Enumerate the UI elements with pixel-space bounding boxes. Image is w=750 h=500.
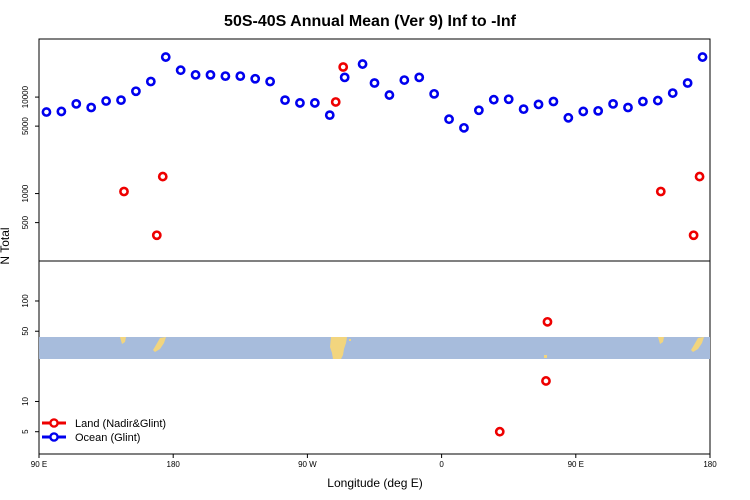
- upper-point-ocean-glint: [503, 94, 514, 105]
- map-land-new-zealand-south: [153, 337, 166, 352]
- upper-point-ocean-glint: [459, 122, 469, 133]
- upper-point-ocean-glint: [339, 72, 350, 83]
- upper-point-ocean-glint: [280, 95, 290, 106]
- map-land-kerguelen: [544, 355, 547, 358]
- x-tick-label: 0: [439, 460, 444, 469]
- x-tick-label: 180: [703, 460, 717, 469]
- upper-point-ocean-glint: [652, 95, 663, 106]
- upper-point-ocean-glint: [444, 114, 454, 125]
- upper-point-ocean-glint: [429, 88, 440, 99]
- x-axis-label: Longitude (deg E): [327, 476, 422, 490]
- upper-point-land-nadir-glint: [330, 97, 341, 107]
- lower-point-land-nadir-glint: [542, 316, 553, 327]
- upper-point-ocean-glint: [399, 75, 410, 85]
- x-tick-label: 90 E: [568, 460, 584, 469]
- lower-point-land-nadir-glint: [494, 426, 505, 437]
- chart-title: 50S-40S Annual Mean (Ver 9) Inf to -Inf: [224, 13, 517, 30]
- upper-point-land-nadir-glint: [157, 171, 168, 182]
- lower-y-axis-ticks: 5 10 50 100: [21, 294, 39, 434]
- upper-point-ocean-glint: [71, 98, 82, 109]
- upper-point-ocean-glint: [145, 76, 156, 87]
- lower-y-tick-label: 50: [21, 326, 30, 335]
- legend-marker-ocean: [49, 432, 59, 442]
- upper-point-ocean-glint: [324, 110, 335, 121]
- legend: Land (Nadir&Glint) Ocean (Glint): [42, 418, 166, 444]
- upper-point-ocean-glint: [578, 106, 589, 117]
- upper-point-ocean-glint: [101, 96, 111, 106]
- upper-y-tick-label: 10000: [21, 85, 30, 108]
- upper-point-ocean-glint: [667, 88, 678, 98]
- upper-point-ocean-glint: [638, 96, 648, 107]
- upper-point-ocean-glint: [518, 104, 529, 115]
- map-land-tasmania: [120, 337, 126, 344]
- upper-point-ocean-glint: [190, 69, 201, 80]
- upper-point-land-nadir-glint: [119, 186, 129, 197]
- upper-point-ocean-glint: [205, 69, 216, 80]
- upper-point-ocean-glint: [250, 73, 261, 84]
- upper-point-ocean-glint: [473, 105, 484, 116]
- upper-point-ocean-glint: [131, 86, 141, 97]
- upper-point-land-nadir-glint: [655, 186, 666, 197]
- upper-point-land-nadir-glint: [694, 171, 705, 182]
- x-tick-label: 180: [167, 460, 181, 469]
- upper-point-land-nadir-glint: [688, 230, 699, 241]
- upper-point-ocean-glint: [414, 72, 425, 83]
- upper-point-ocean-glint: [295, 98, 305, 108]
- upper-point-ocean-glint: [41, 107, 52, 117]
- y-axis-label: N Total: [0, 227, 12, 264]
- upper-point-ocean-glint: [682, 78, 693, 88]
- map-strip-ocean: [39, 337, 710, 359]
- upper-point-land-nadir-glint: [151, 230, 162, 241]
- legend-label-ocean: Ocean (Glint): [75, 432, 140, 444]
- upper-point-ocean-glint: [533, 99, 544, 110]
- upper-point-ocean-glint: [563, 112, 574, 123]
- upper-y-axis-ticks: 500 1000 5000 10000: [21, 85, 39, 229]
- upper-point-ocean-glint: [235, 71, 246, 82]
- upper-y-tick-label: 5000: [21, 117, 30, 135]
- legend-marker-land: [49, 418, 59, 428]
- upper-point-land-nadir-glint: [338, 62, 349, 72]
- upper-point-ocean-glint: [608, 98, 618, 109]
- map-land-patagonia: [330, 337, 347, 359]
- upper-point-ocean-glint: [593, 105, 604, 116]
- upper-point-ocean-glint: [369, 78, 380, 88]
- lower-point-land-nadir-glint: [541, 376, 551, 386]
- upper-point-ocean-glint: [116, 95, 126, 106]
- map-land-tasmania-repeat: [658, 337, 664, 344]
- x-tick-label: 90 W: [298, 460, 317, 469]
- upper-point-ocean-glint: [488, 94, 499, 105]
- lower-y-tick-label: 100: [21, 294, 30, 308]
- upper-point-ocean-glint: [697, 52, 708, 62]
- lower-y-tick-label: 5: [21, 429, 30, 434]
- upper-y-tick-label: 1000: [21, 184, 30, 202]
- map-land-falklands: [349, 339, 351, 341]
- upper-point-ocean-glint: [548, 96, 559, 107]
- upper-point-ocean-glint: [220, 71, 231, 82]
- upper-point-ocean-glint: [86, 102, 97, 113]
- upper-point-ocean-glint: [384, 90, 395, 100]
- map-strip: [39, 337, 710, 359]
- upper-point-ocean-glint: [309, 98, 320, 108]
- map-land-new-zealand-south-repeat: [691, 337, 704, 352]
- x-axis-ticks: 90 E 180 90 W 0 90 E 180: [31, 454, 717, 469]
- upper-y-tick-label: 500: [21, 215, 30, 229]
- upper-point-ocean-glint: [175, 65, 186, 76]
- upper-point-ocean-glint: [357, 59, 368, 69]
- x-tick-label: 90 E: [31, 460, 47, 469]
- lower-y-tick-label: 10: [21, 396, 30, 405]
- upper-point-ocean-glint: [56, 106, 67, 117]
- lower-panel-points: [494, 316, 553, 437]
- legend-label-land: Land (Nadir&Glint): [75, 418, 166, 430]
- upper-point-ocean-glint: [623, 102, 633, 113]
- upper-point-ocean-glint: [160, 52, 171, 62]
- upper-panel-frame: [38, 38, 711, 262]
- upper-panel-points: [41, 52, 708, 241]
- upper-point-ocean-glint: [265, 76, 276, 87]
